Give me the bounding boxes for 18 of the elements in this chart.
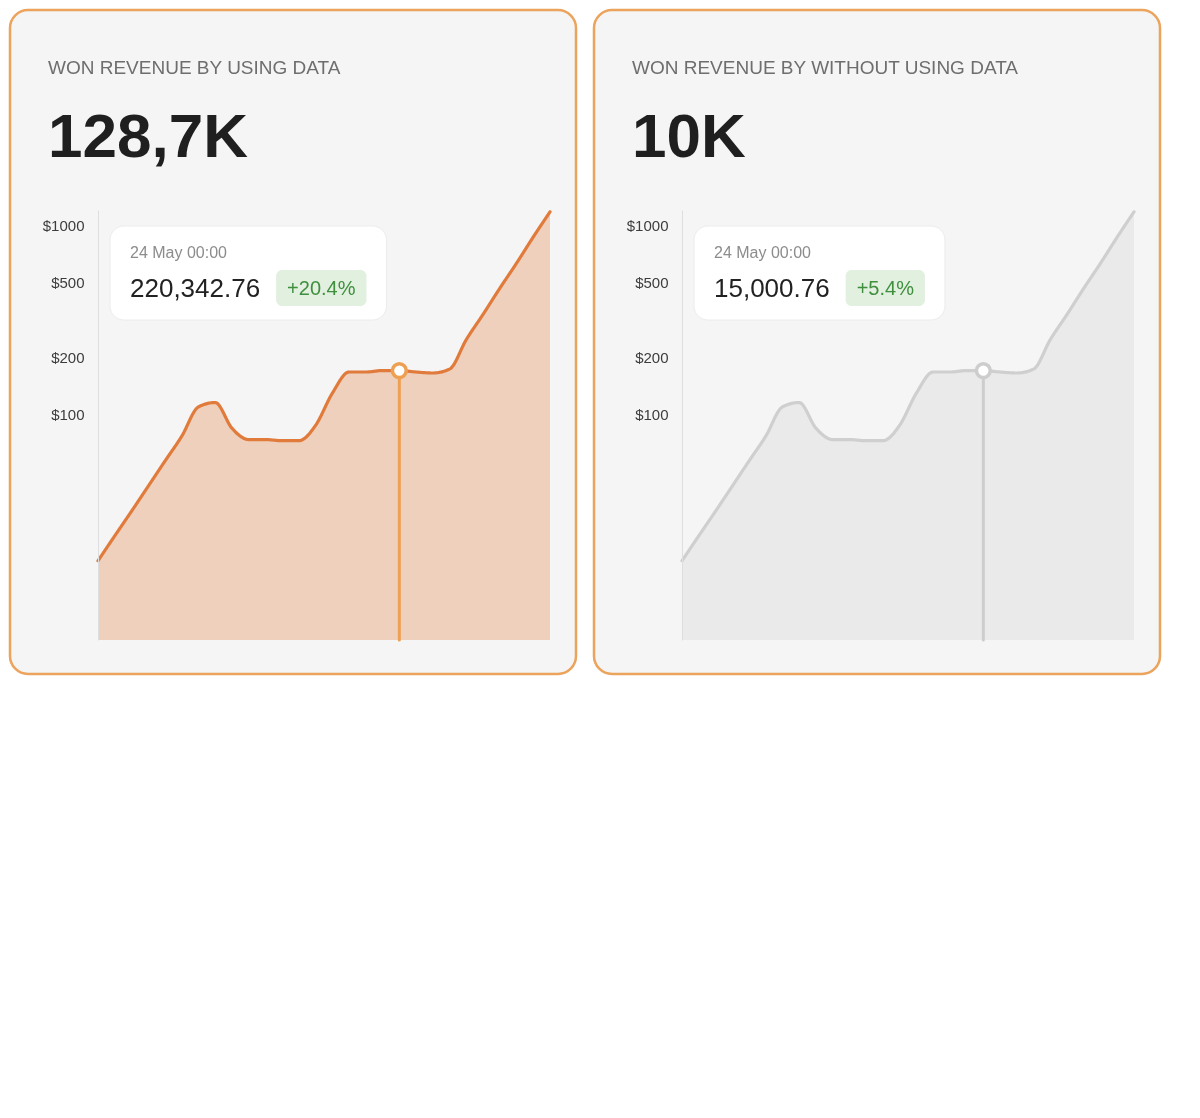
- chart-subtitle: 128,7K: [48, 100, 249, 170]
- y-tick-label: $200: [635, 349, 669, 367]
- chart-title: WON REVENUE BY WITHOUT USING DATA: [632, 56, 1019, 78]
- annotation: 24 May 00:00: [130, 244, 228, 261]
- chart-title: WON REVENUE BY USING DATA: [48, 56, 341, 78]
- y-tick-label: $1000: [42, 216, 85, 234]
- annotation: 220,342.76: [130, 273, 261, 303]
- y-tick-label: $1000: [626, 216, 669, 234]
- y-tick-label: $200: [51, 349, 85, 367]
- annotation: +5.4%: [856, 277, 915, 299]
- y-tick-label: $100: [635, 406, 669, 424]
- annotation: +20.4%: [287, 277, 356, 299]
- y-tick-label: $500: [51, 273, 85, 291]
- chart-subtitle: 10K: [632, 100, 746, 170]
- y-tick-label: $100: [51, 406, 85, 424]
- annotation: 15,000.76: [714, 273, 830, 303]
- annotation: 24 May 00:00: [714, 244, 812, 261]
- y-tick-label: $500: [635, 273, 669, 291]
